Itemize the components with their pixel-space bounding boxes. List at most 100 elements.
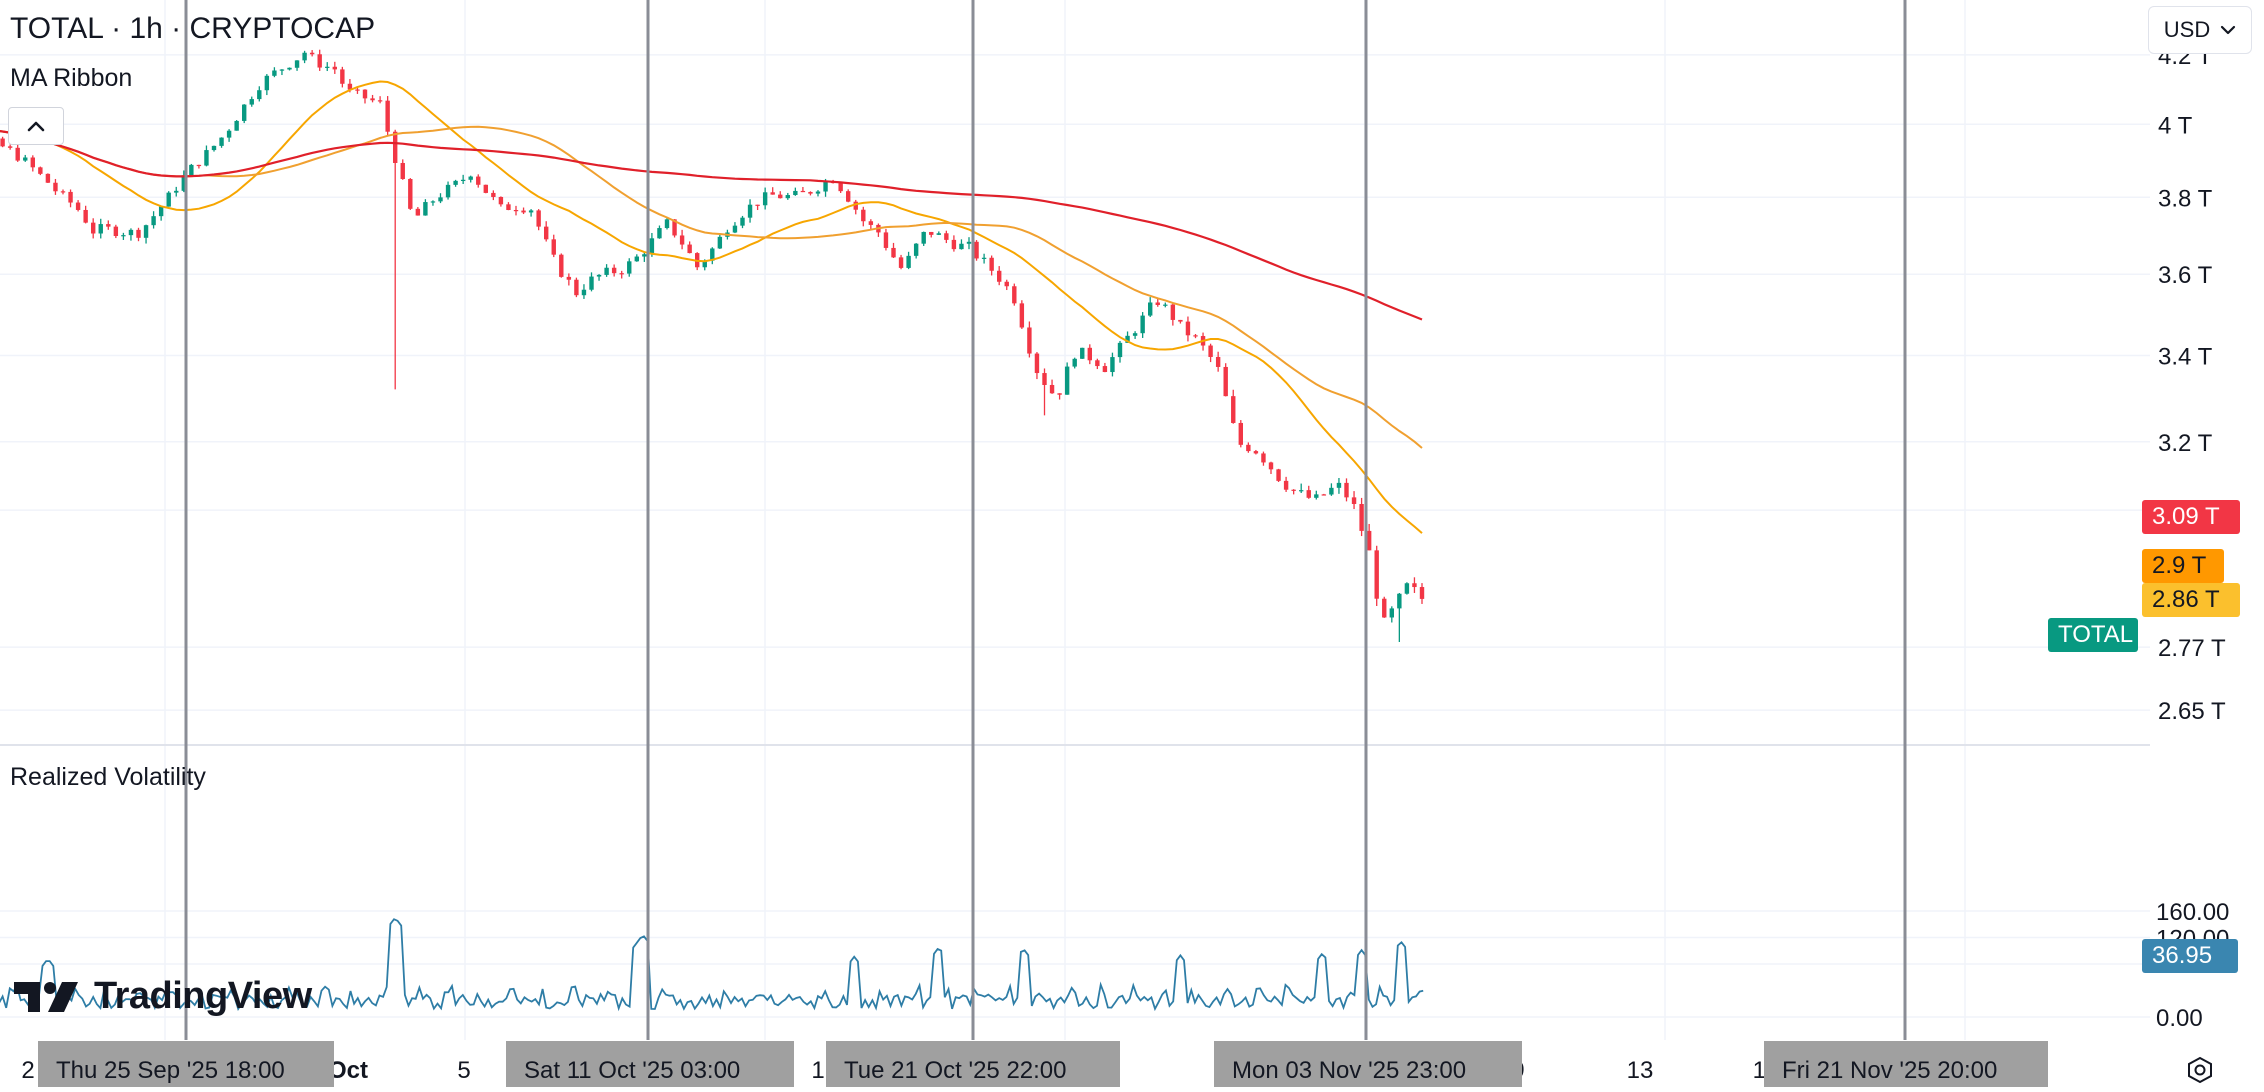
ma-fast-last-value-badge: 2.86 T [2142, 583, 2240, 617]
ma-slow-last-value-badge-bg [2142, 500, 2240, 534]
ma-mid-line [0, 125, 1423, 449]
time-tick-label: 1 [811, 1057, 824, 1084]
candle-body [574, 279, 579, 296]
candle-body [1246, 444, 1251, 452]
chart-title: TOTAL · 1h · CRYPTOCAP [10, 12, 376, 45]
candle-body [581, 289, 587, 296]
candle-body [1110, 357, 1115, 373]
crosshair-label-bg [38, 1041, 334, 1087]
candle-body [491, 192, 496, 197]
candle-body [936, 233, 941, 235]
time-tick-label: 5 [457, 1057, 470, 1084]
candle-body [921, 231, 926, 244]
candle-body [38, 167, 43, 174]
candle-body [838, 183, 843, 192]
candle-body [1148, 302, 1153, 316]
candle-body [619, 273, 624, 275]
candle-body [181, 175, 186, 191]
gear-icon [2188, 1056, 2212, 1084]
candle-body [566, 276, 572, 280]
time-tick-label: 13 [1627, 1057, 1654, 1084]
candle-body [370, 98, 375, 101]
candle-body [898, 257, 904, 268]
candle-body [1231, 396, 1236, 423]
tradingview-logo[interactable]: TradingView [14, 975, 312, 1018]
ma-ribbon-legend[interactable]: MA Ribbon [10, 64, 133, 92]
candle-body [1027, 327, 1032, 354]
candle-body [732, 225, 738, 233]
candle-body [506, 204, 511, 211]
candle-body [483, 184, 488, 193]
candle-body [249, 99, 254, 105]
volatility-legend[interactable]: Realized Volatility [10, 763, 206, 791]
candle-body [611, 267, 617, 274]
collapse-legend-button[interactable] [8, 107, 64, 145]
candle-body [1321, 494, 1327, 496]
candle-body [657, 228, 662, 239]
candle-body [536, 210, 541, 227]
chart-settings-button[interactable] [2182, 1052, 2218, 1088]
crosshair-label-text: Sat 11 Oct '25 03:00 [524, 1057, 740, 1084]
candle-body [83, 209, 88, 223]
candle-body [679, 235, 685, 245]
candle-body [1042, 373, 1047, 385]
candle-body [460, 179, 466, 181]
candle-body [91, 222, 96, 234]
crosshair-label-bg [826, 1041, 1120, 1087]
candle-body [279, 69, 285, 71]
candle-body [544, 226, 549, 240]
chevron-down-icon [2221, 25, 2236, 35]
total-last-value-badge: TOTAL [2048, 618, 2138, 652]
candle-body [649, 238, 655, 255]
candle-body [7, 146, 13, 148]
volatility-line [0, 918, 1424, 1012]
candle-body [800, 190, 806, 193]
candle-body [158, 206, 164, 217]
price-tick-label: 3.2 T [2158, 430, 2213, 457]
candle-body [1329, 487, 1334, 495]
crosshair-label-bg [1214, 1041, 1522, 1087]
price-axis[interactable]: 4.2 T4 T3.8 T3.6 T3.4 T3.2 T3.05 T2.77 T… [2158, 43, 2226, 725]
candle-body [1223, 366, 1228, 397]
candle-body [498, 196, 504, 205]
candle-body [445, 184, 451, 198]
candle-body [1359, 504, 1364, 531]
candle-body [1215, 356, 1221, 367]
candle-body [1019, 303, 1025, 328]
candle-body [204, 150, 209, 166]
candle-body [1299, 490, 1304, 492]
candle-body [717, 236, 723, 249]
candle-body [551, 239, 556, 255]
candle-body [430, 201, 436, 203]
time-tick-label: 2 [21, 1057, 34, 1084]
candle-body [1208, 345, 1213, 357]
brand-name: TradingView [94, 975, 312, 1017]
candle-body [166, 192, 171, 207]
candle-body [347, 83, 353, 90]
candle-body [1374, 550, 1379, 599]
candle-body [468, 176, 473, 180]
candle-body [1132, 333, 1138, 336]
candle-body [272, 70, 277, 76]
candle-body [408, 178, 413, 209]
candle-body [385, 100, 390, 132]
candle-body [1314, 494, 1319, 498]
currency-selector[interactable]: USD [2148, 6, 2252, 54]
candle-body [1125, 335, 1130, 343]
candle-body [128, 229, 134, 236]
candle-body [891, 247, 896, 258]
crosshair-time-label: Mon 03 Nov '25 23:00 [1214, 1041, 1522, 1087]
candle-body [113, 226, 119, 237]
candle-body [15, 147, 20, 161]
candle-body [642, 254, 647, 257]
candle-body [143, 225, 149, 238]
candle-body [1268, 462, 1274, 470]
price-tick-label: 2.65 T [2158, 698, 2226, 725]
candle-body [234, 120, 239, 131]
candle-body [1012, 286, 1017, 304]
candle-body [1276, 469, 1281, 481]
volatility-last-value-badge-bg [2142, 939, 2238, 973]
candle-body [68, 191, 73, 203]
candle-body [868, 221, 874, 225]
